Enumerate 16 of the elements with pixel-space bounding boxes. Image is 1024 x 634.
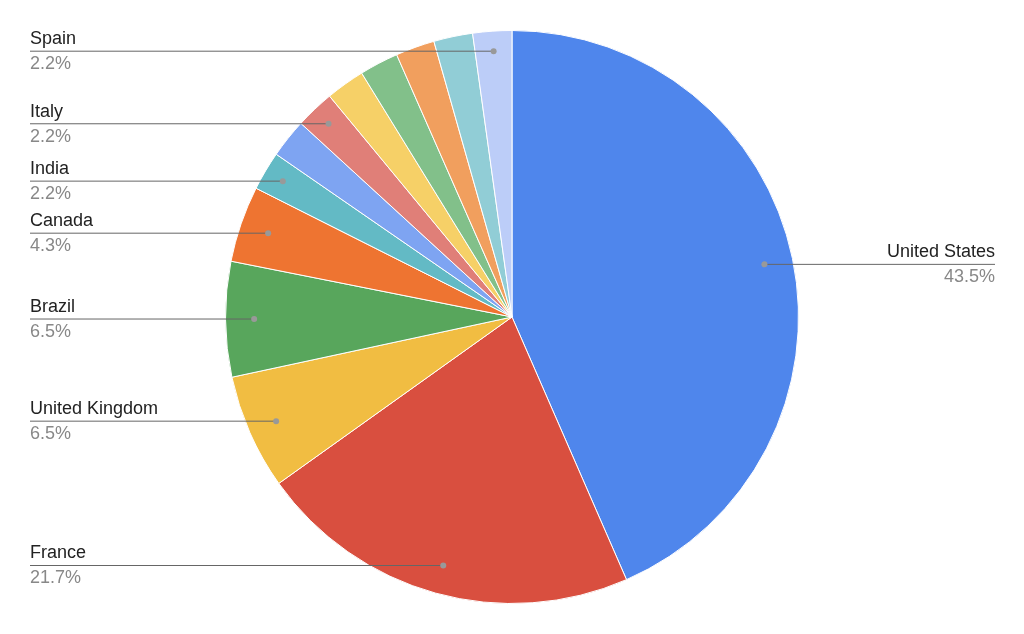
data-label: 2.2%	[30, 125, 72, 146]
slice-label: Brazil	[30, 295, 76, 316]
slice-label: United Kingdom	[30, 398, 159, 419]
slice-label: Canada	[30, 210, 95, 231]
data-label: 2.2%	[30, 53, 72, 74]
slice-label: India	[30, 158, 71, 179]
data-label: 4.3%	[30, 235, 72, 256]
slice-label: Italy	[30, 100, 64, 121]
data-label: 21.7%	[30, 567, 82, 588]
slice-label: France	[30, 542, 87, 563]
data-label: 6.5%	[30, 320, 72, 341]
data-label: 6.5%	[30, 423, 72, 444]
slice-label: Spain	[30, 28, 77, 49]
data-label: 2.2%	[30, 183, 72, 204]
data-label: 43.5%	[943, 266, 995, 287]
slice-label: United States	[886, 241, 995, 262]
